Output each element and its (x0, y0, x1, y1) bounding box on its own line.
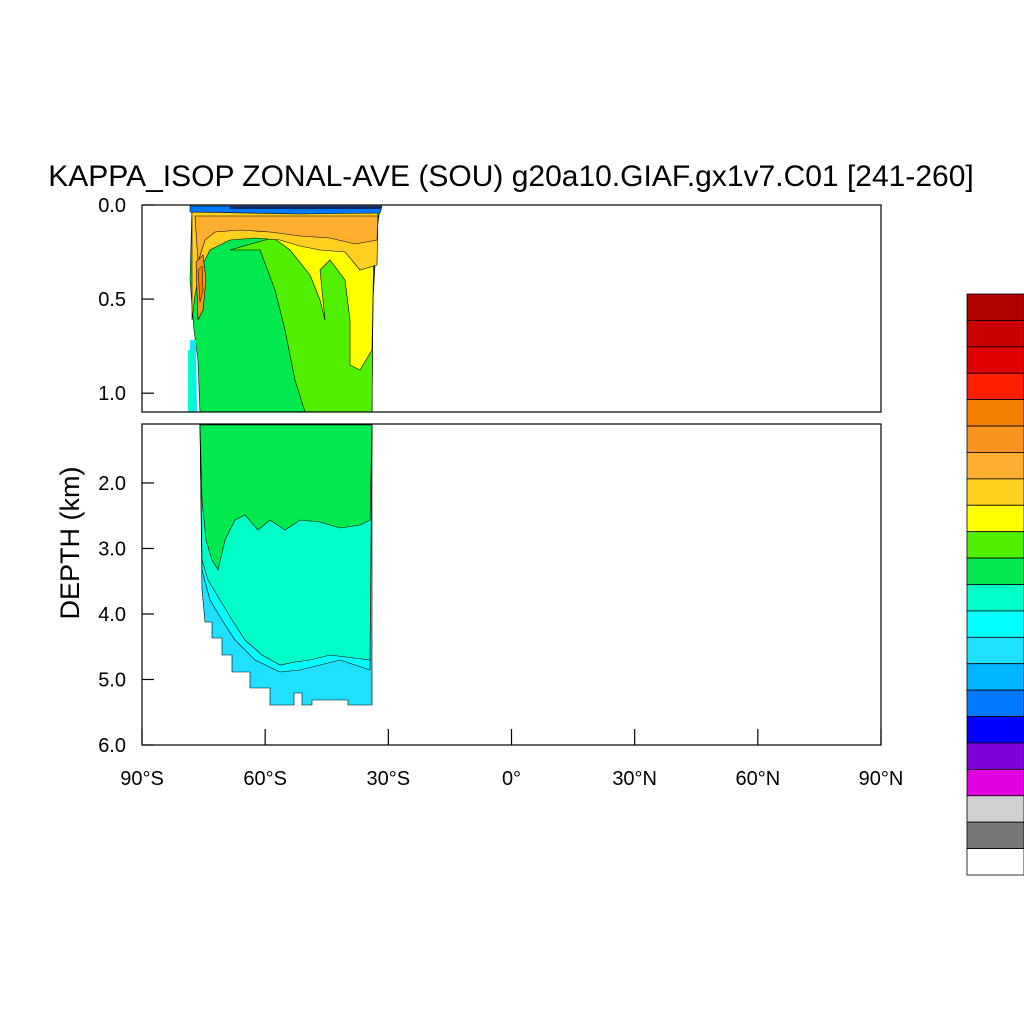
colorbar-swatch (966, 636, 1024, 665)
colorbar-swatch (966, 557, 1024, 585)
y-tick-label: 0.0 (98, 195, 126, 217)
y-tick-label: 3.0 (98, 538, 126, 560)
contour-fill-green-deep (199, 424, 373, 571)
colorbar-swatch (966, 742, 1024, 770)
y-axis-ticks: 0.0 0.5 1.0 2.0 3.0 4.0 5.0 6.0 (98, 195, 154, 757)
x-axis-ticks: 90°S 60°S 30°S 0° 30°N 60°N 90°N (120, 729, 903, 790)
colorbar-swatch (966, 821, 1024, 849)
colorbar-swatch (966, 689, 1024, 717)
x-tick-label: 60°N (735, 768, 780, 790)
colorbar-swatch (966, 293, 1024, 321)
colorbar-swatch (966, 399, 1024, 427)
colorbar-swatch (966, 584, 1024, 612)
colorbar-swatch (966, 320, 1024, 348)
x-tick-label: 90°S (120, 768, 164, 790)
y-tick-label: 5.0 (98, 669, 126, 691)
x-tick-label: 60°S (243, 768, 287, 790)
x-tick-label: 30°N (612, 768, 657, 790)
colorbar-swatch (966, 478, 1024, 506)
x-tick-label: 90°N (859, 768, 904, 790)
x-tick-label: 30°S (367, 768, 411, 790)
colorbar-swatch (966, 848, 1024, 876)
colorbar-swatch (966, 610, 1024, 638)
y-tick-label: 4.0 (98, 604, 126, 626)
y-tick-label: 0.5 (98, 289, 126, 311)
contour-fill-orange (194, 215, 379, 263)
contour-fill-darkorange-2 (197, 265, 204, 303)
colorbar-swatch (966, 795, 1024, 823)
colorbar-swatch (966, 716, 1024, 744)
colorbar (966, 293, 1024, 876)
bottom-panel-contours (199, 424, 373, 706)
colorbar-swatch (966, 768, 1024, 797)
y-axis-label: DEPTH (km) (55, 467, 85, 620)
colorbar-swatch (966, 663, 1024, 691)
contour-fill-cyan-edge-2 (188, 350, 193, 412)
contour-fill-surface-dark (230, 206, 382, 209)
colorbar-swatch (966, 425, 1024, 453)
top-panel-contours (188, 205, 383, 413)
colorbar-swatch (966, 346, 1024, 374)
top-panel-frame (141, 204, 882, 413)
chart-title: KAPPA_ISOP ZONAL-AVE (SOU) g20a10.GIAF.g… (48, 160, 973, 193)
contour-fill-yellow (264, 231, 375, 371)
y-tick-label: 2.0 (98, 473, 126, 495)
colorbar-swatch (966, 372, 1024, 401)
colorbar-swatch (966, 531, 1024, 559)
colorbar-swatch (966, 504, 1024, 533)
colorbar-swatch (966, 452, 1024, 480)
x-tick-label: 0° (502, 768, 521, 790)
y-tick-label: 1.0 (98, 383, 126, 405)
y-tick-label: 6.0 (98, 735, 126, 757)
